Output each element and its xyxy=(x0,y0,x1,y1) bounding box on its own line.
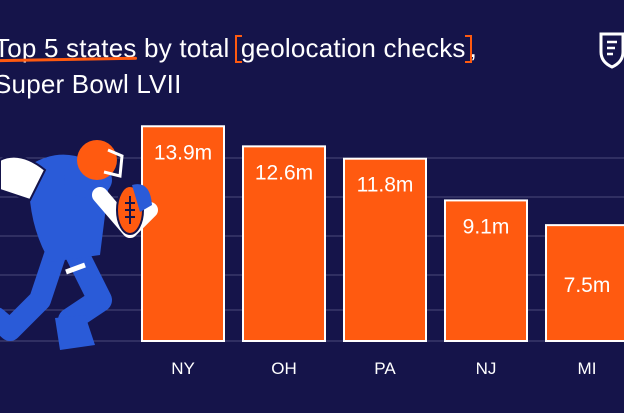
title-text-by-total: by total xyxy=(136,33,237,63)
bar-pa xyxy=(343,157,427,342)
title-comma: , xyxy=(469,33,478,63)
bar-ny xyxy=(141,125,225,342)
bar-value-label: 13.9m xyxy=(154,141,212,164)
chart-title: Top 5 states by total geolocation checks… xyxy=(0,30,477,102)
category-label: MI xyxy=(578,359,597,378)
bar-value-label: 9.1m xyxy=(463,215,510,238)
category-label: NY xyxy=(171,359,195,378)
bar-nj xyxy=(444,199,528,342)
football-player-icon xyxy=(0,140,158,350)
bar-oh xyxy=(242,145,326,342)
bar-value-label: 7.5m xyxy=(564,274,611,297)
bar-mi xyxy=(545,224,624,342)
bar-value-label: 11.8m xyxy=(357,174,414,197)
title-highlight-top5: Top 5 states xyxy=(0,33,137,63)
shield-logo-icon xyxy=(599,32,624,69)
title-highlight-geolocation: geolocation checks xyxy=(237,33,470,63)
title-line2: Super Bowl LVII xyxy=(0,69,182,99)
bar-value-label: 12.6m xyxy=(255,161,313,184)
category-label: NJ xyxy=(476,359,497,378)
bars-group: 13.9m NY 12.6m OH 11.8m PA 9.1m NJ 7.5m MI xyxy=(141,125,624,378)
category-label: OH xyxy=(271,359,297,378)
category-label: PA xyxy=(374,359,396,378)
